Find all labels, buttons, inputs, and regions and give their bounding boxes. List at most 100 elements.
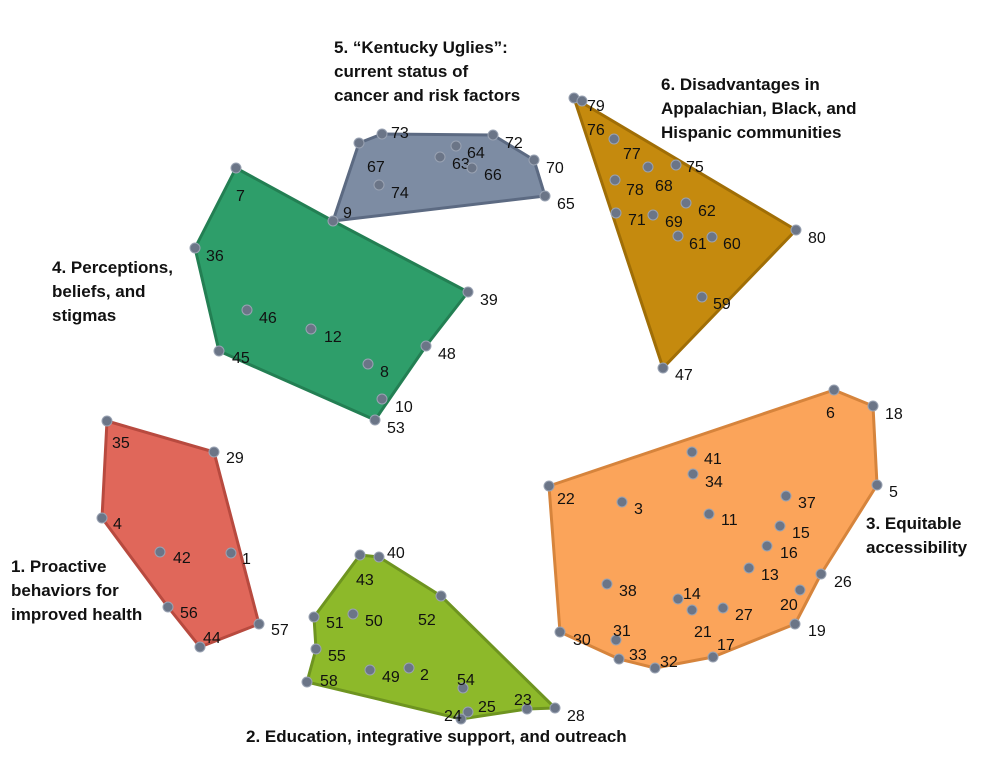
point-marker <box>403 662 415 674</box>
point-label: 46 <box>259 310 277 327</box>
point-marker <box>376 393 388 405</box>
point-label: 25 <box>478 699 496 716</box>
statement-point: 42 <box>154 546 191 567</box>
point-marker <box>457 682 469 694</box>
point-label: 60 <box>723 236 741 253</box>
point-label: 30 <box>573 632 591 649</box>
point-marker <box>696 291 708 303</box>
point-marker <box>609 174 621 186</box>
statement-point: 23 <box>514 692 533 715</box>
statement-point: 65 <box>539 190 575 213</box>
statement-point: 3 <box>616 496 643 518</box>
statement-point: 51 <box>308 611 344 632</box>
point-label: 58 <box>320 673 338 690</box>
cluster-label-4: 4. Perceptions, beliefs, and stigmas <box>52 258 173 325</box>
point-marker <box>305 323 317 335</box>
point-marker <box>310 643 322 655</box>
point-label: 47 <box>675 367 693 384</box>
point-label: 79 <box>587 98 605 115</box>
statement-point: 26 <box>815 568 852 591</box>
point-label: 69 <box>665 214 683 231</box>
point-label: 36 <box>206 248 224 265</box>
cluster-hull-4 <box>193 166 470 422</box>
point-marker <box>680 197 692 209</box>
statement-point: 1 <box>225 547 251 568</box>
statement-point: 39 <box>462 286 498 309</box>
statement-point: 8 <box>362 358 389 381</box>
statement-point: 10 <box>376 393 413 416</box>
point-marker <box>794 584 806 596</box>
point-marker <box>462 706 474 718</box>
point-marker <box>301 676 313 688</box>
statement-point: 34 <box>687 468 723 491</box>
point-label: 41 <box>704 451 722 468</box>
point-label: 39 <box>480 292 498 309</box>
point-marker <box>369 414 381 426</box>
point-label: 55 <box>328 648 346 665</box>
point-marker <box>686 446 698 458</box>
point-label: 27 <box>735 607 753 624</box>
point-marker <box>487 129 499 141</box>
statement-point: 9 <box>327 205 352 227</box>
point-label: 6 <box>826 405 835 422</box>
cluster-hull-6 <box>572 96 798 370</box>
point-label: 10 <box>395 399 413 416</box>
statement-point: 12 <box>305 323 342 346</box>
point-label: 43 <box>356 572 374 589</box>
point-label: 38 <box>619 583 637 600</box>
point-label: 31 <box>613 623 631 640</box>
point-marker <box>455 713 467 725</box>
statement-point: 13 <box>743 562 779 584</box>
statement-point: 21 <box>686 604 712 641</box>
statement-point: 25 <box>462 699 496 718</box>
statement-point: 50 <box>347 608 383 630</box>
point-marker <box>649 662 661 674</box>
statement-point: 32 <box>649 654 678 674</box>
point-label: 14 <box>683 586 701 603</box>
cluster-label-3: 3. Equitable accessibility <box>866 514 968 557</box>
point-marker <box>435 590 447 602</box>
statement-point: 7 <box>230 162 245 205</box>
point-label: 45 <box>232 350 250 367</box>
point-label: 20 <box>780 597 798 614</box>
point-marker <box>717 602 729 614</box>
point-label: 21 <box>694 624 712 641</box>
statement-point: 62 <box>680 197 716 220</box>
statement-point: 78 <box>609 174 644 199</box>
point-label: 65 <box>557 196 575 213</box>
point-marker <box>528 154 540 166</box>
statement-point: 6 <box>826 384 840 422</box>
point-label: 57 <box>271 622 289 639</box>
point-marker <box>780 490 792 502</box>
statement-point: 69 <box>647 209 683 231</box>
point-label: 73 <box>391 125 409 142</box>
point-marker <box>706 231 718 243</box>
point-marker <box>466 162 478 174</box>
statement-point: 63 <box>434 151 470 173</box>
point-label: 54 <box>457 672 475 689</box>
point-label: 72 <box>505 135 523 152</box>
statement-point: 61 <box>672 230 707 253</box>
point-marker <box>373 551 385 563</box>
point-marker <box>362 358 374 370</box>
point-label: 23 <box>514 692 532 709</box>
point-marker <box>225 547 237 559</box>
point-label: 49 <box>382 669 400 686</box>
point-marker <box>420 340 432 352</box>
statement-point: 72 <box>487 129 523 152</box>
statement-point: 80 <box>790 224 826 247</box>
point-marker <box>707 651 719 663</box>
point-label: 40 <box>387 545 405 562</box>
point-label: 44 <box>203 630 221 647</box>
point-marker <box>308 611 320 623</box>
point-marker <box>208 446 220 458</box>
statement-point: 76 <box>576 95 605 139</box>
point-marker <box>687 468 699 480</box>
point-label: 76 <box>587 122 605 139</box>
point-label: 56 <box>180 605 198 622</box>
statement-point: 74 <box>373 179 409 202</box>
point-label: 74 <box>391 185 409 202</box>
point-marker <box>154 546 166 558</box>
point-marker <box>213 345 225 357</box>
